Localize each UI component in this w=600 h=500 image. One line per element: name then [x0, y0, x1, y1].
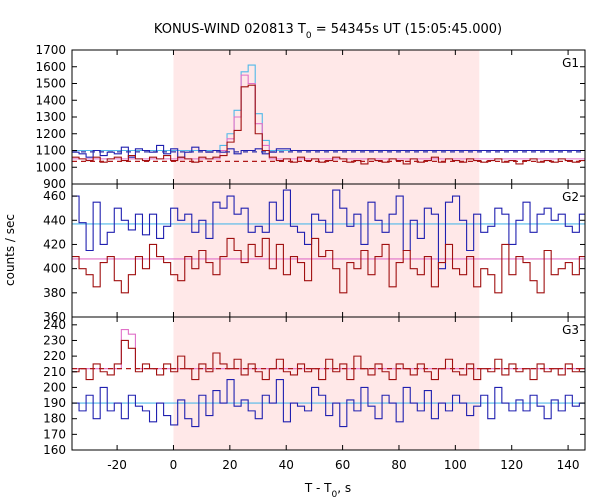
x-tick-label: 100 — [444, 458, 467, 472]
y-tick-label: 360 — [43, 310, 66, 324]
chart-title: KONUS-WIND 020813 T0 = 54345s UT (15:05:… — [154, 22, 502, 41]
shaded-interval — [173, 317, 480, 450]
x-tick-label: 40 — [279, 458, 294, 472]
series-blue-series — [72, 189, 585, 270]
series-red-series — [72, 237, 585, 294]
shaded-interval — [173, 50, 480, 184]
series-red-series — [72, 84, 585, 165]
x-tick-label: 80 — [391, 458, 406, 472]
y-tick-label: 180 — [43, 412, 66, 426]
y-tick-label: 400 — [43, 262, 66, 276]
x-tick-labels: -20 0 20 40 60 80 100 120 140 — [107, 458, 579, 472]
panel-g2: 360 380 400 420 440 460 G2 — [43, 183, 586, 324]
x-tick-label: 120 — [500, 458, 523, 472]
y-tick-label: 1200 — [35, 127, 66, 141]
panel-label: G1 — [562, 56, 579, 70]
x-tick-label: 60 — [335, 458, 350, 472]
panel-label: G3 — [562, 323, 579, 337]
plot-area — [72, 328, 585, 428]
y-tick-label: 1000 — [35, 160, 66, 174]
y-tick-label: 1600 — [35, 60, 66, 74]
series-red-series — [72, 339, 585, 381]
y-tick-label: 200 — [43, 380, 66, 394]
series-blue-series — [72, 379, 585, 428]
y-tick-label: 1500 — [35, 77, 66, 91]
y-tick-label: 420 — [43, 237, 66, 251]
y-tick-label: 1400 — [35, 93, 66, 107]
y-tick-label: 210 — [43, 365, 66, 379]
y-tick-label: 170 — [43, 427, 66, 441]
panel-label: G2 — [562, 190, 579, 204]
x-tick-label: 140 — [557, 458, 580, 472]
y-tick-label: 900 — [43, 177, 66, 191]
y-tick-label: 240 — [43, 318, 66, 332]
panels-group: 90010001100120013001400150016001700G1360… — [35, 43, 586, 472]
panel-frame — [71, 316, 586, 451]
y-tick-label: 1700 — [35, 43, 66, 57]
panel-g1: 900 1000 1100 1200 1300 1400 1500 1600 1700 G1 — [35, 43, 586, 191]
x-tick-label: -20 — [107, 458, 127, 472]
y-tick-label: 230 — [43, 333, 66, 347]
y-tick-label: 460 — [43, 189, 66, 203]
y-tick-label: 220 — [43, 349, 66, 363]
y-tick-label: 440 — [43, 213, 66, 227]
y-tick-label: 1100 — [35, 144, 66, 158]
x-tick-label: 20 — [222, 458, 237, 472]
y-tick-label: 1300 — [35, 110, 66, 124]
x-axis-label: T - T0, s — [304, 481, 351, 500]
x-tick-label: 0 — [170, 458, 178, 472]
y-tick-label: 380 — [43, 286, 66, 300]
y-axis-label: counts / sec — [3, 214, 17, 286]
series-pink — [72, 74, 585, 160]
y-tick-label: 160 — [43, 443, 66, 457]
plot-area — [72, 189, 585, 294]
y-tick-label: 190 — [43, 396, 66, 410]
plot-area — [72, 64, 585, 165]
